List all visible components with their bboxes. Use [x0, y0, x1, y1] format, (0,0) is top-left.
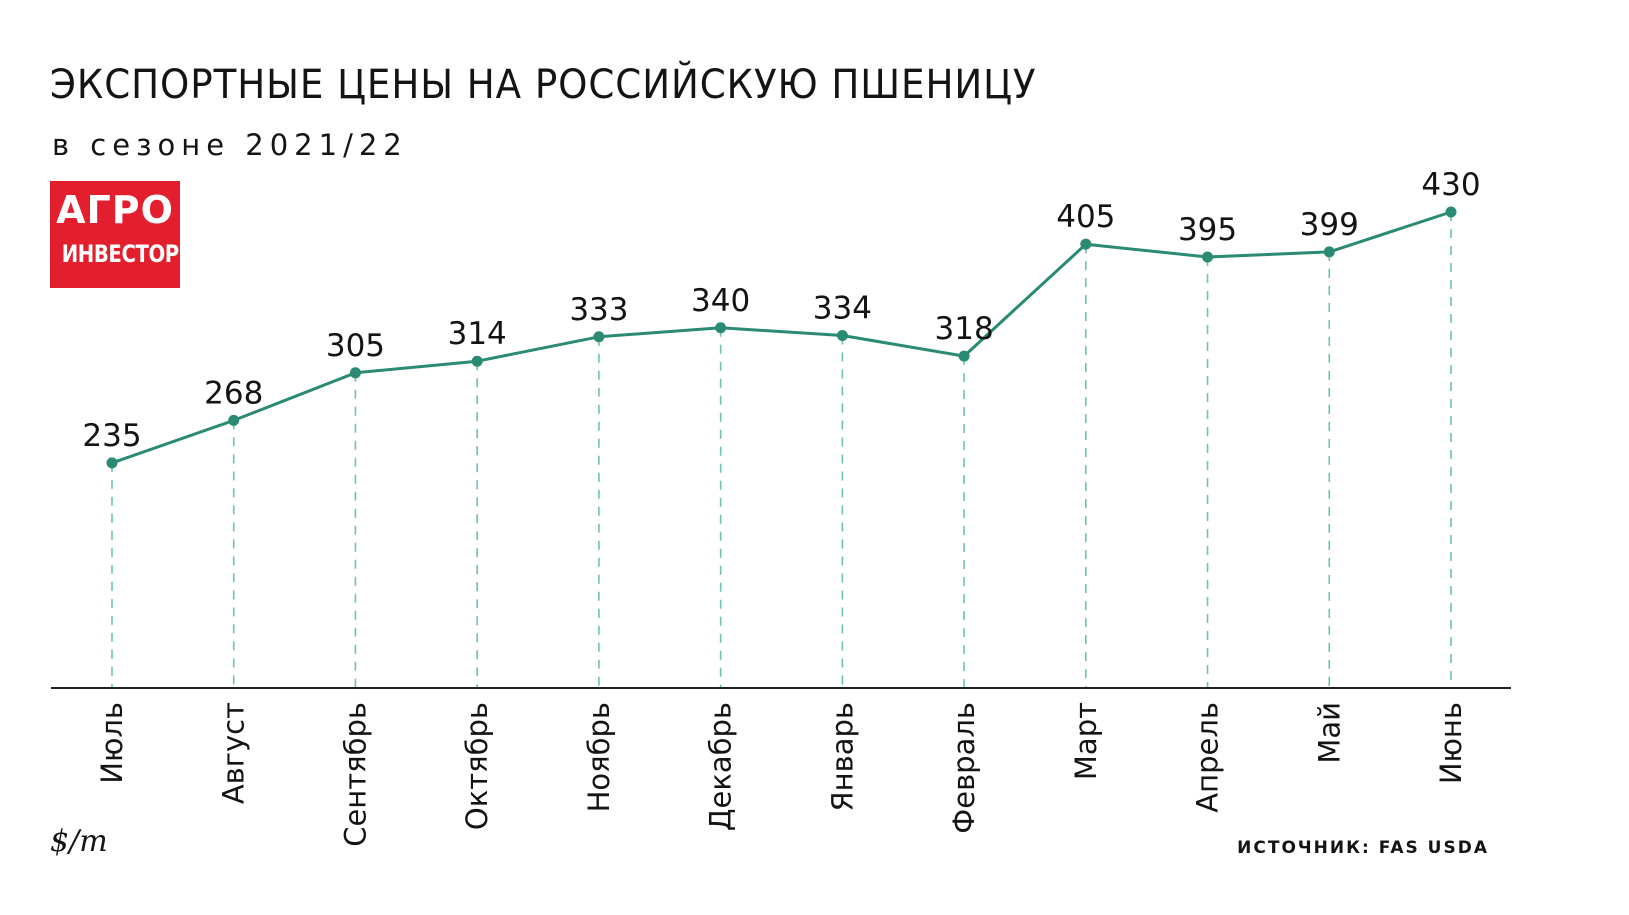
category-label-9: Апрель [1191, 702, 1225, 813]
guide-lines [111, 212, 1452, 688]
data-point-6 [836, 330, 848, 342]
logo-line-2: ИНВЕСТОР [61, 240, 180, 268]
data-points [106, 206, 1457, 469]
category-label-2: Сентябрь [338, 702, 372, 847]
data-point-1 [228, 414, 240, 426]
data-point-9 [1202, 251, 1214, 263]
chart-title: ЭКСПОРТНЫЕ ЦЕНЫ НА РОССИЙСКУЮ ПШЕНИЦУ [50, 62, 1037, 108]
data-label-11: 430 [1421, 167, 1480, 203]
data-point-5 [715, 322, 727, 334]
logo-line-1: АГРО [56, 188, 174, 232]
data-point-11 [1445, 206, 1457, 218]
agroinvestor-logo: АГРО ИНВЕСТОР [50, 181, 180, 288]
category-label-11: Июнь [1434, 702, 1468, 784]
series-line [111, 210, 1452, 465]
data-label-3: 314 [448, 316, 507, 352]
unit-label: $/m [50, 824, 108, 859]
data-point-8 [1080, 238, 1092, 250]
data-label-7: 318 [935, 311, 994, 347]
data-label-10: 399 [1300, 207, 1359, 243]
data-point-7 [958, 350, 970, 362]
data-label-1: 268 [204, 375, 263, 411]
data-label-6: 334 [813, 291, 872, 327]
data-label-9: 395 [1178, 212, 1237, 248]
chart-subtitle: в сезоне 2021/22 [52, 128, 408, 162]
data-point-2 [349, 367, 361, 379]
source-note: ИСТОЧНИК: FAS USDA [1237, 838, 1489, 858]
data-labels: 235 268 305 314 333 340 334 318 405 395 399 430 [82, 167, 1480, 454]
category-label-0: Июль [95, 702, 129, 784]
data-point-10 [1323, 246, 1335, 258]
category-label-3: Октябрь [460, 702, 494, 830]
category-labels: Июль Август Сентябрь Октябрь Ноябрь Декабрь Ян… [95, 702, 1468, 847]
data-label-5: 340 [691, 283, 750, 319]
data-label-2: 305 [326, 328, 385, 364]
data-point-3 [471, 355, 483, 367]
data-point-4 [593, 331, 605, 343]
category-label-7: Февраль [947, 702, 981, 834]
data-point-0 [106, 457, 118, 469]
data-label-8: 405 [1056, 199, 1115, 235]
data-label-4: 333 [569, 292, 628, 328]
category-label-6: Январь [825, 702, 859, 811]
category-label-1: Август [217, 702, 251, 804]
data-label-0: 235 [82, 418, 141, 454]
category-label-10: Май [1312, 702, 1346, 764]
category-label-5: Декабрь [704, 702, 738, 831]
category-label-8: Март [1069, 702, 1103, 780]
category-label-4: Ноябрь [582, 702, 616, 812]
